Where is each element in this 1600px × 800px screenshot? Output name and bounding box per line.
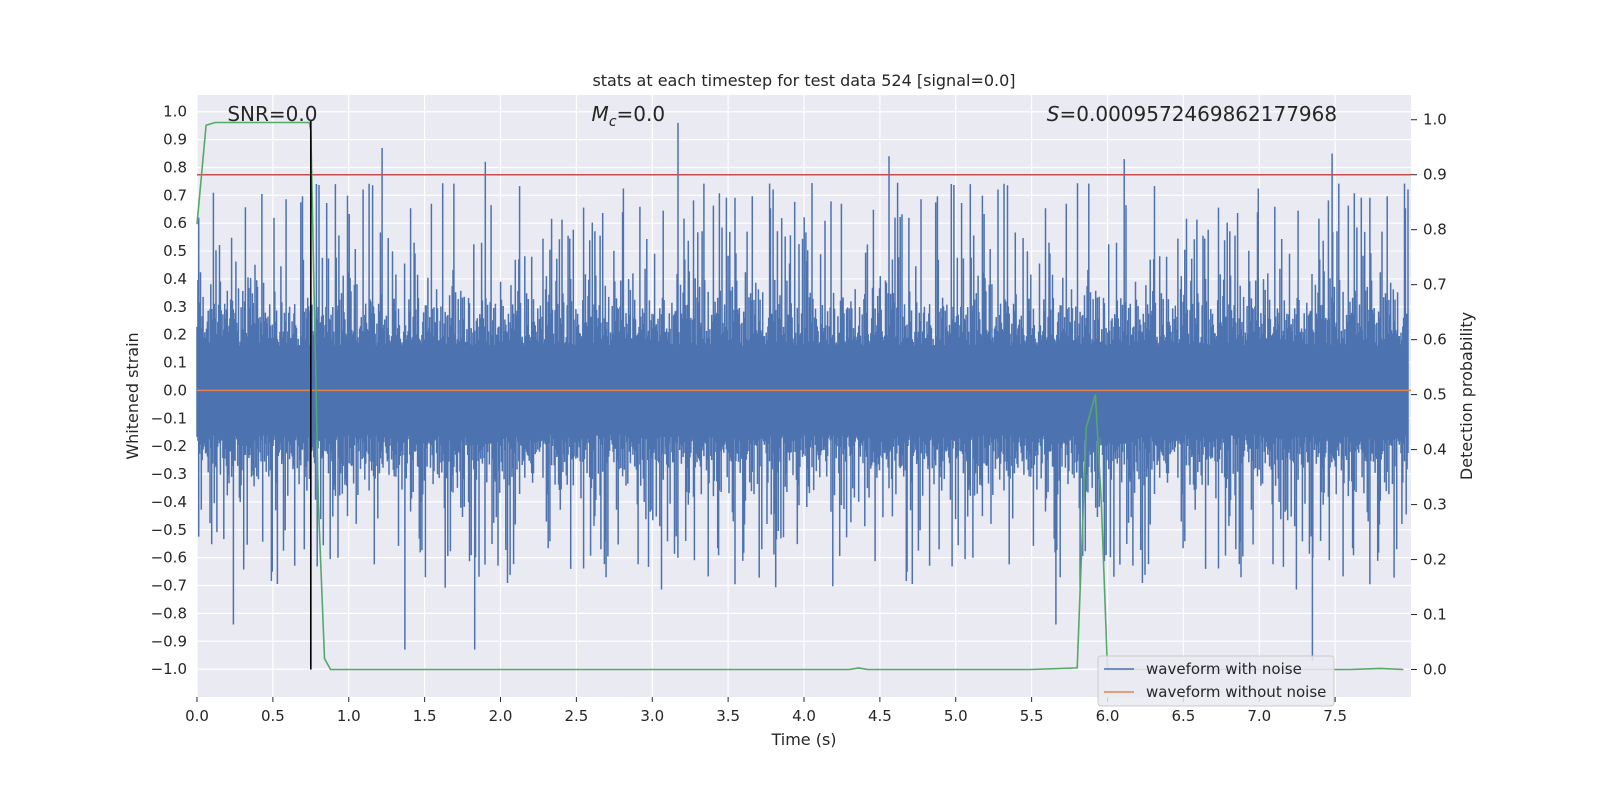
y-left-tick-label: 0.3 [163,298,187,316]
legend-label-clean: waveform without noise [1146,683,1326,701]
mc-subscript: c [609,114,617,130]
y-left-tick-label: 1.0 [163,103,187,121]
chirp-mass-annotation: Mc=0.0 [592,102,666,130]
y-left-tick-label: 0.2 [163,326,187,344]
y-right-tick-label: 0.1 [1423,606,1447,624]
x-tick-label: 2.0 [489,707,513,725]
y-left-tick-label: −0.6 [151,549,187,567]
y-right-tick-label: 0.8 [1423,221,1447,239]
y-left-tick-label: 0.0 [163,381,187,399]
x-tick-label: 5.5 [1020,707,1044,725]
y-left-tick-label: 0.1 [163,354,187,372]
x-tick-label: 1.0 [337,707,361,725]
y-axis-label-right: Detection probability [1457,312,1476,480]
x-tick-label: 7.5 [1323,707,1347,725]
y-right-tick-label: 0.4 [1423,441,1447,459]
score-annotation: S=0.0009572469862177968 [1047,102,1337,126]
y-right-tick-label: 1.0 [1423,111,1447,129]
y-right-tick-label: 0.2 [1423,551,1447,569]
y-left-tick-label: −0.5 [151,521,187,539]
y-left-tick-label: 0.5 [163,242,187,260]
y-right-tick-label: 0.6 [1423,331,1447,349]
chart-title: stats at each timestep for test data 524… [592,71,1015,90]
mc-value: =0.0 [617,102,666,126]
x-tick-label: 5.0 [944,707,968,725]
y-left-tick-label: 0.6 [163,214,187,232]
legend: waveform with noise waveform without noi… [1097,655,1335,707]
x-tick-label: 7.0 [1247,707,1271,725]
y-axis-label-left: Whitened strain [123,332,142,459]
snr-annotation: SNR=0.0 [227,102,317,126]
y-left-tick-label: −1.0 [151,660,187,678]
y-right-tick-label: 0.7 [1423,276,1447,294]
x-tick-label: 2.5 [564,707,588,725]
y-right-tick-label: 0.0 [1423,661,1447,679]
s-value: =0.0009572469862177968 [1060,102,1338,126]
y-left-tick-label: 0.4 [163,270,187,288]
y-left-tick-label: 0.7 [163,186,187,204]
s-symbol: S [1047,102,1060,126]
y-left-tick-label: −0.7 [151,577,187,595]
y-left-tick-label: 0.9 [163,131,187,149]
legend-label-noise: waveform with noise [1146,660,1302,678]
annotations: SNR=0.0 Mc=0.0 S=0.0009572469862177968 [227,102,1337,130]
x-tick-label: 6.5 [1171,707,1195,725]
x-tick-label: 1.5 [413,707,437,725]
y-left-tick-label: −0.4 [151,493,187,511]
mc-symbol: M [592,102,609,126]
y-left-tick-label: −0.1 [151,409,187,427]
axes: 0.0 0.5 1.0 1.5 2.0 2.5 3.0 3.5 4.0 4.5 5.0 5.5 6.0 6… [151,103,1447,725]
x-tick-label: 3.5 [716,707,740,725]
x-axis-label: Time (s) [770,730,836,749]
x-tick-label: 3.0 [640,707,664,725]
x-tick-label: 4.0 [792,707,816,725]
x-tick-label: 4.5 [868,707,892,725]
x-tick-label: 0.5 [261,707,285,725]
y-left-tick-label: −0.2 [151,437,187,455]
legend-box [1097,655,1335,707]
y-right-tick-label: 0.5 [1423,386,1447,404]
x-tick-label: 0.0 [185,707,209,725]
y-right-tick-label: 0.3 [1423,496,1447,514]
y-right-tick-label: 0.9 [1423,166,1447,184]
y-left-tick-label: 0.8 [163,158,187,176]
x-tick-label: 6.0 [1096,707,1120,725]
y-left-tick-label: −0.9 [151,632,187,650]
y-left-tick-label: −0.8 [151,604,187,622]
y-left-tick-label: −0.3 [151,465,187,483]
